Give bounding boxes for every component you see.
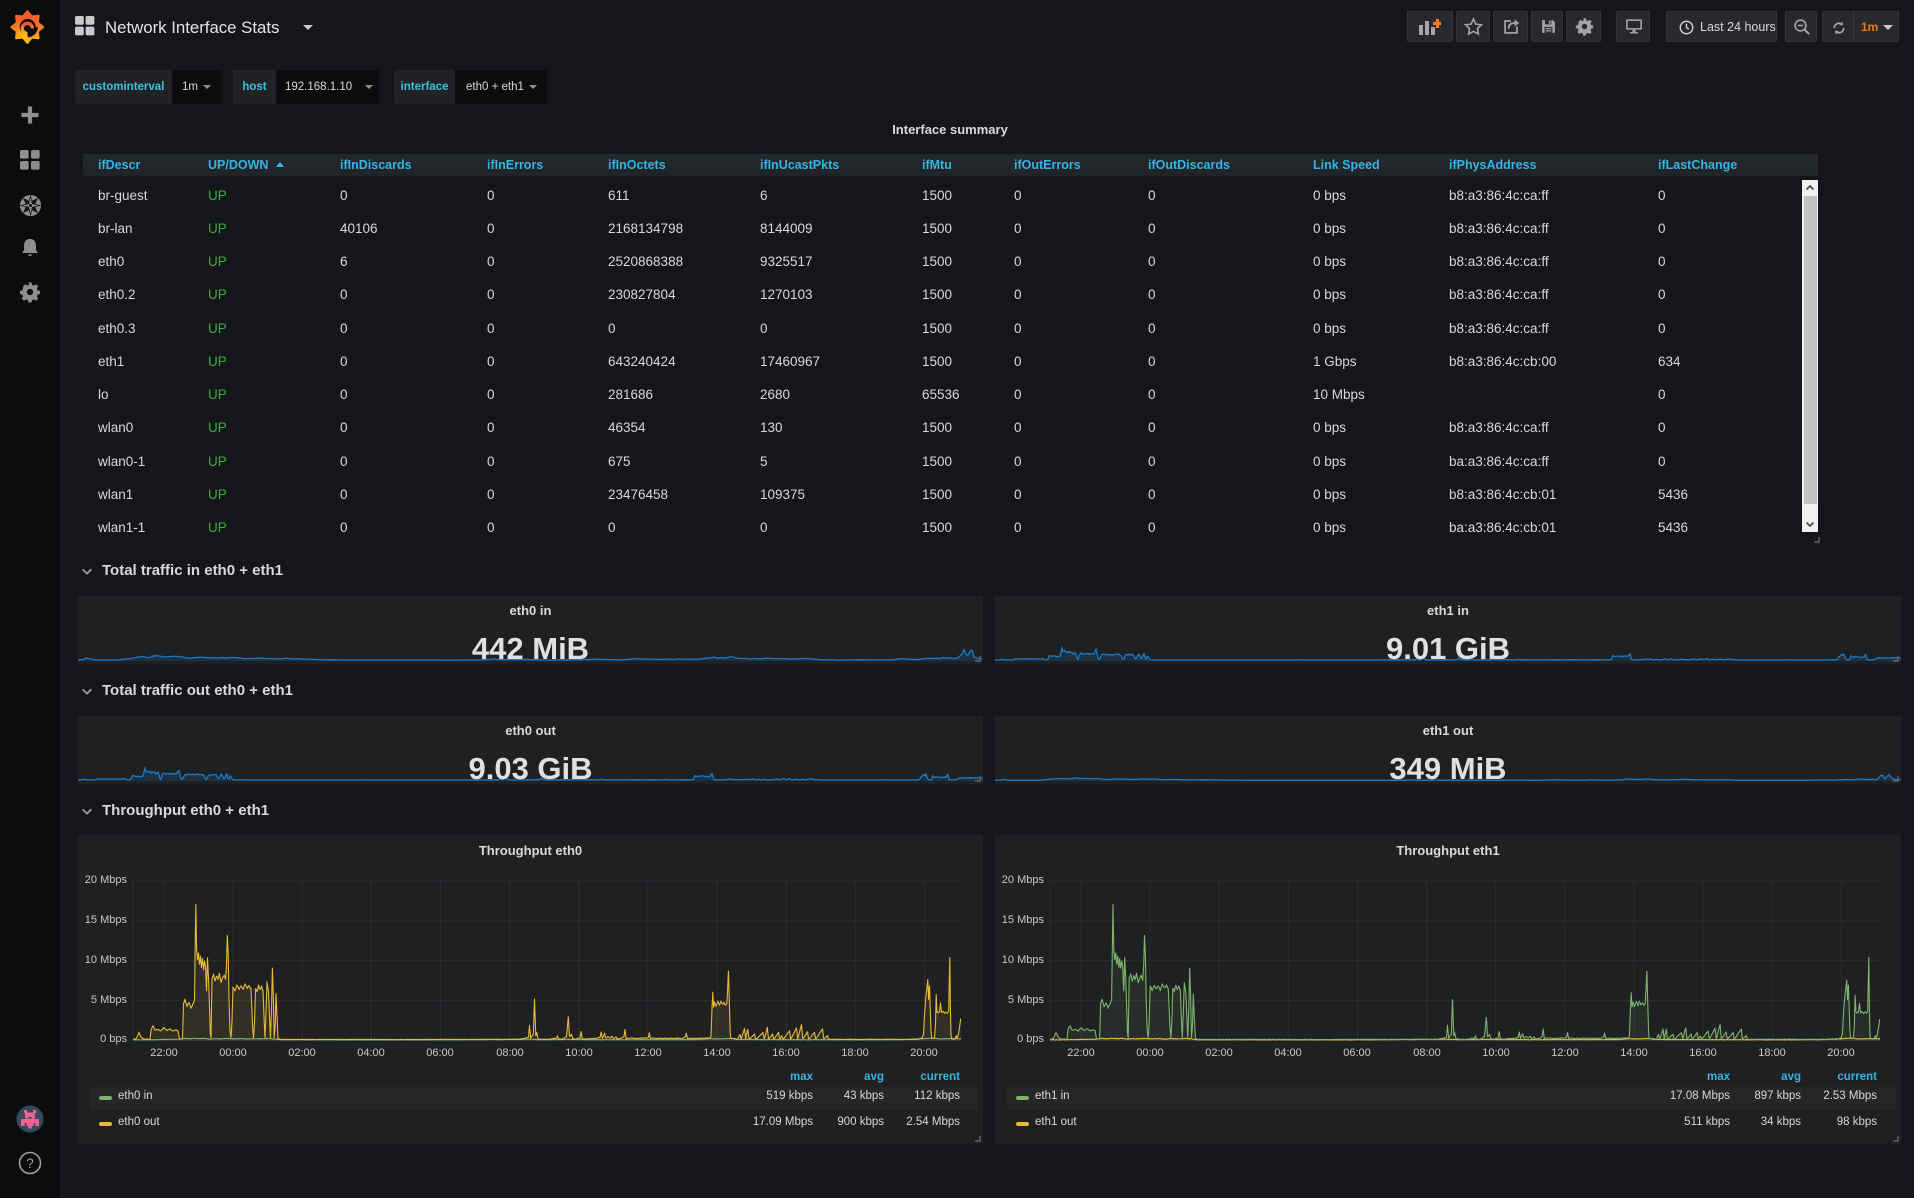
svg-text:?: ? <box>26 1156 34 1171</box>
